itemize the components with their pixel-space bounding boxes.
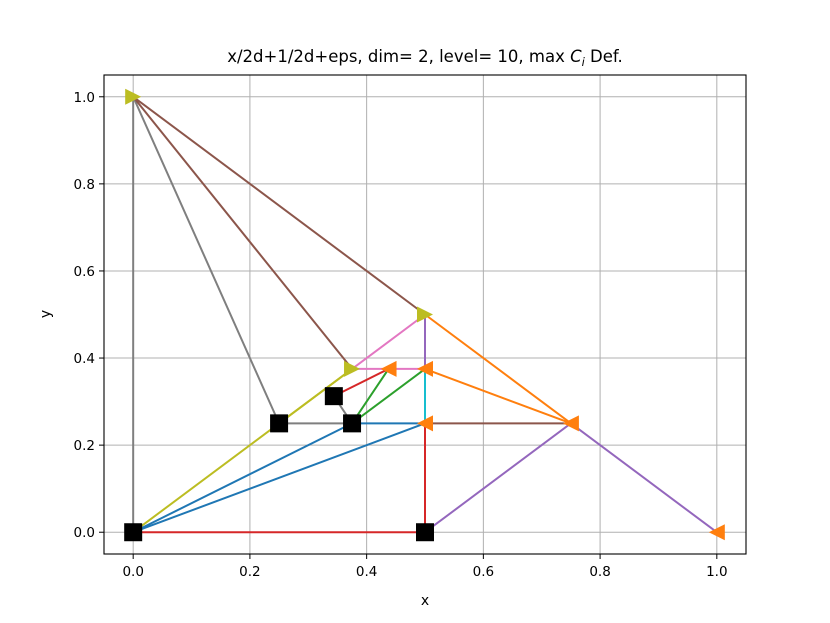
- triangle-marker-left: [417, 360, 433, 377]
- data-segment: [132, 95, 426, 316]
- data-segment: [351, 367, 426, 425]
- data-segment: [424, 422, 572, 534]
- triangle-marker-left: [562, 415, 579, 432]
- title-main: x/2d+1/2d+eps, dim= 2, level= 10, max: [227, 47, 570, 66]
- y-tick-label: 0.4: [74, 351, 95, 367]
- title-italic: C: [570, 47, 582, 66]
- y-tick-label: 0.8: [74, 177, 95, 193]
- y-tick-label: 1.0: [74, 90, 95, 106]
- data-segment: [569, 422, 718, 534]
- data-segment: [424, 313, 572, 425]
- grid: [104, 75, 746, 554]
- data-segment: [132, 422, 426, 534]
- x-tick-label: 0.8: [589, 564, 610, 580]
- title-suffix: Def.: [585, 47, 623, 66]
- square-marker: [124, 523, 143, 542]
- triangle-marker-right: [344, 360, 361, 377]
- title-subscript: i: [582, 55, 586, 69]
- triangle-marker-right: [417, 306, 433, 323]
- data-segment: [332, 367, 390, 398]
- y-tick-label: 0.2: [74, 438, 95, 454]
- data-markers: [124, 88, 725, 542]
- data-segment: [132, 95, 354, 370]
- x-axis-label: x: [421, 593, 429, 609]
- square-marker: [343, 414, 362, 433]
- data-segment: [351, 367, 390, 425]
- data-segment: [351, 313, 426, 370]
- x-tick-label: 0.2: [239, 564, 260, 580]
- axis-ticks: 0.0 0.2 0.4 0.6 0.8 1.0 0.0 0.2 0.4 0.6 0.8 1.0: [74, 90, 728, 580]
- x-tick-label: 0.0: [122, 564, 143, 580]
- square-marker: [324, 387, 343, 406]
- triangle-marker-left: [380, 360, 397, 377]
- square-marker: [270, 414, 289, 433]
- data-segment: [132, 422, 354, 534]
- data-segments: [132, 95, 718, 534]
- data-segment: [278, 367, 354, 425]
- x-tick-label: 0.4: [356, 564, 377, 580]
- y-axis-label: y: [38, 310, 54, 318]
- x-tick-label: 1.0: [706, 564, 727, 580]
- data-segment: [132, 95, 281, 425]
- chart-title: x/2d+1/2d+eps, dim= 2, level= 10, max Ci…: [227, 47, 623, 69]
- triangle-marker-right: [125, 88, 142, 105]
- triangle-marker-left: [417, 415, 433, 432]
- y-tick-label: 0.6: [74, 264, 95, 280]
- square-marker: [416, 523, 434, 542]
- x-tick-label: 0.6: [473, 564, 494, 580]
- data-segment: [424, 367, 572, 425]
- plot-frame: [103, 74, 747, 555]
- y-tick-label: 0.0: [74, 525, 95, 541]
- triangle-marker-left: [708, 524, 725, 541]
